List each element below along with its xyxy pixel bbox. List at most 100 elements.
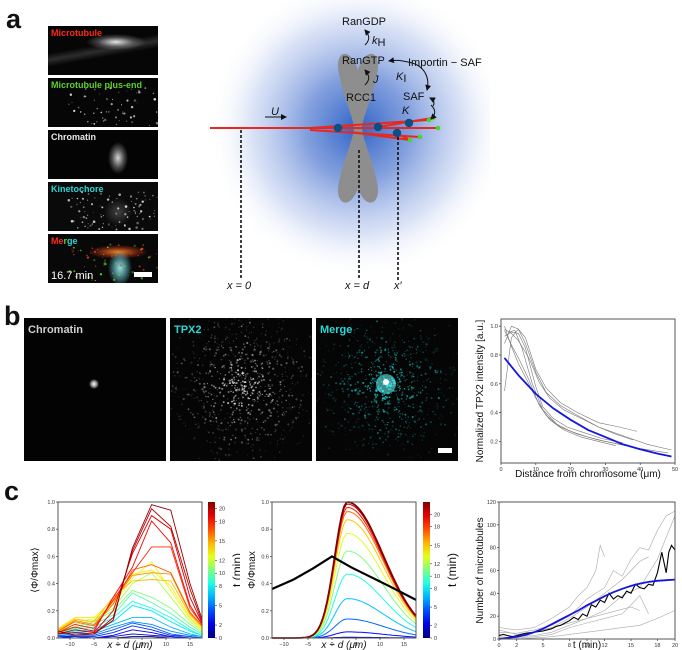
speckle-texture — [170, 318, 312, 461]
y-tick-label: 0.2 — [261, 609, 269, 615]
time-profile-line — [57, 504, 203, 636]
colorbar-tick-label: 8 — [219, 584, 222, 590]
label-k-h: kH — [372, 35, 386, 49]
colorbar-tick-label: 5 — [434, 605, 437, 611]
y-tick-label: 60 — [490, 569, 496, 575]
panel-label-c: c — [4, 476, 20, 506]
colorbar-tick-label: 0 — [434, 636, 437, 642]
cell-profile-line — [504, 328, 637, 432]
x-tick-label: 10 — [377, 642, 383, 648]
x-tick-label: 5 — [541, 643, 544, 649]
time-profile-line — [57, 625, 203, 639]
colorbar-tick-label: 10 — [219, 571, 225, 577]
time-profile-line — [57, 572, 203, 632]
plot-area — [501, 319, 675, 463]
x-tick-label: 0 — [497, 643, 500, 649]
scale-bar — [134, 272, 152, 277]
y-tick-label: 0.6 — [47, 554, 55, 560]
colorbar-label: t (min) — [230, 553, 240, 587]
colorbar — [423, 502, 430, 638]
y-axis-label: Φ/Φmax — [247, 551, 258, 589]
x-tick-label: 5 — [140, 642, 143, 648]
label-u: U — [271, 106, 279, 118]
x-axis-label: t (min) — [573, 640, 601, 650]
colorbar-tick-label: 20 — [219, 506, 225, 512]
y-tick-label: 0.2 — [47, 609, 55, 615]
x-tick-label: 5 — [354, 642, 357, 648]
time-profile-line — [57, 561, 203, 631]
time-profile-line — [57, 546, 203, 634]
label-x-prime: x′ — [393, 280, 403, 292]
y-tick-label: 0.4 — [261, 582, 269, 588]
panel-label-a: a — [6, 4, 22, 34]
colorbar — [208, 502, 215, 638]
time-profile-line — [57, 508, 203, 635]
colorbar-ticks: 0 2 5 8 10 12 15 18 20 — [430, 512, 440, 642]
x-tick-label: 8 — [568, 643, 571, 649]
axis-ticks: 0 10 20 30 40 50 0.2 0.4 0.6 0.8 1.0 — [490, 324, 678, 473]
cell-count-line — [498, 595, 649, 639]
y-tick-label: 0.8 — [490, 353, 498, 359]
tile-plus-end: Microtubule plus-end — [48, 78, 158, 127]
x-tick-label: 20 — [672, 643, 678, 649]
label-k: K — [402, 105, 410, 117]
y-tick-label: 120 — [487, 500, 496, 506]
y-tick-label: 1.0 — [47, 500, 55, 506]
ran-gradient-curve — [271, 555, 417, 601]
y-tick-label: 1.0 — [490, 324, 498, 330]
x-tick-label: 12 — [602, 643, 608, 649]
fit-curve — [503, 357, 672, 458]
label-rcc1: RCC1 — [346, 92, 376, 104]
colorbar-tick-label: 5 — [219, 604, 222, 610]
y-tick-label: 0.8 — [47, 527, 55, 533]
model-schematic: RanGDP kH RanGTP Importin − SAF KI J RCC… — [200, 0, 490, 300]
label-importin-saf: Importin − SAF — [408, 57, 482, 69]
x-tick-label: 18 — [654, 643, 660, 649]
colorbar-tick-label: 15 — [434, 543, 440, 549]
colorbar-tick-label: 12 — [434, 562, 440, 568]
axis-ticks: −10 −5 0 5 10 15 0.0 0.2 0.4 0.6 0.8 1.0 — [261, 500, 407, 648]
x-axis-label: x − d (μm) — [106, 640, 152, 650]
colorbar-tick-label: 15 — [219, 539, 225, 545]
label-saf: SAF — [403, 91, 425, 103]
colorbar-tick-label: 18 — [434, 525, 440, 531]
x-tick-label: −5 — [91, 642, 97, 648]
speckle-texture — [68, 243, 158, 282]
x-axis-label: Distance from chromosome (μm) — [515, 469, 661, 480]
tile-label-part: r — [63, 236, 68, 246]
scale-bar — [438, 448, 452, 453]
speckle-texture — [67, 191, 158, 231]
time-profile-line — [57, 514, 203, 635]
tile-label: Microtubule plus-end — [51, 80, 142, 90]
tile-label: Chromatin — [51, 132, 96, 142]
colorbar-ticks: 0 2 5 8 10 12 15 18 20 — [215, 506, 225, 642]
y-tick-label: 0.0 — [261, 636, 269, 642]
colorbar-tick-label: 18 — [219, 519, 225, 525]
x-tick-label: 15 — [401, 642, 407, 648]
tile-label: Microtubule — [51, 28, 102, 38]
x-tick-label: 0 — [330, 642, 333, 648]
time-profile-line — [57, 569, 203, 629]
y-tick-label: 20 — [490, 614, 496, 620]
x-tick-label: 15 — [187, 642, 193, 648]
plot-area — [272, 502, 416, 638]
colorbar-tick-label: 10 — [434, 574, 440, 580]
cell-profile-line — [504, 330, 616, 446]
y-tick-label: 0.8 — [261, 527, 269, 533]
axis-ticks: 0 2 5 8 10 12 15 18 20 0 20 40 60 80 100 120 — [487, 500, 678, 649]
label-ran-gdp: RanGDP — [342, 16, 386, 28]
tile-merge: Merge 16.7 min — [48, 234, 158, 283]
series-lines — [498, 510, 676, 640]
colorbar-tick-label: 2 — [434, 624, 437, 630]
time-profile-line — [57, 622, 203, 639]
y-tick-label: 40 — [490, 591, 496, 597]
panel-label-b: b — [4, 301, 21, 331]
y-tick-label: 0.4 — [47, 582, 55, 588]
y-axis-label: ⟨Φ/Φmax⟩ — [30, 547, 41, 593]
time-profile-line — [57, 520, 203, 634]
tile-label: Merge — [51, 236, 78, 246]
colorbar-tick-label: 20 — [434, 512, 440, 518]
time-profile-line — [57, 621, 203, 638]
label-k-i: KI — [396, 71, 406, 85]
tile-kinetochore: Kinetochore — [48, 182, 158, 231]
